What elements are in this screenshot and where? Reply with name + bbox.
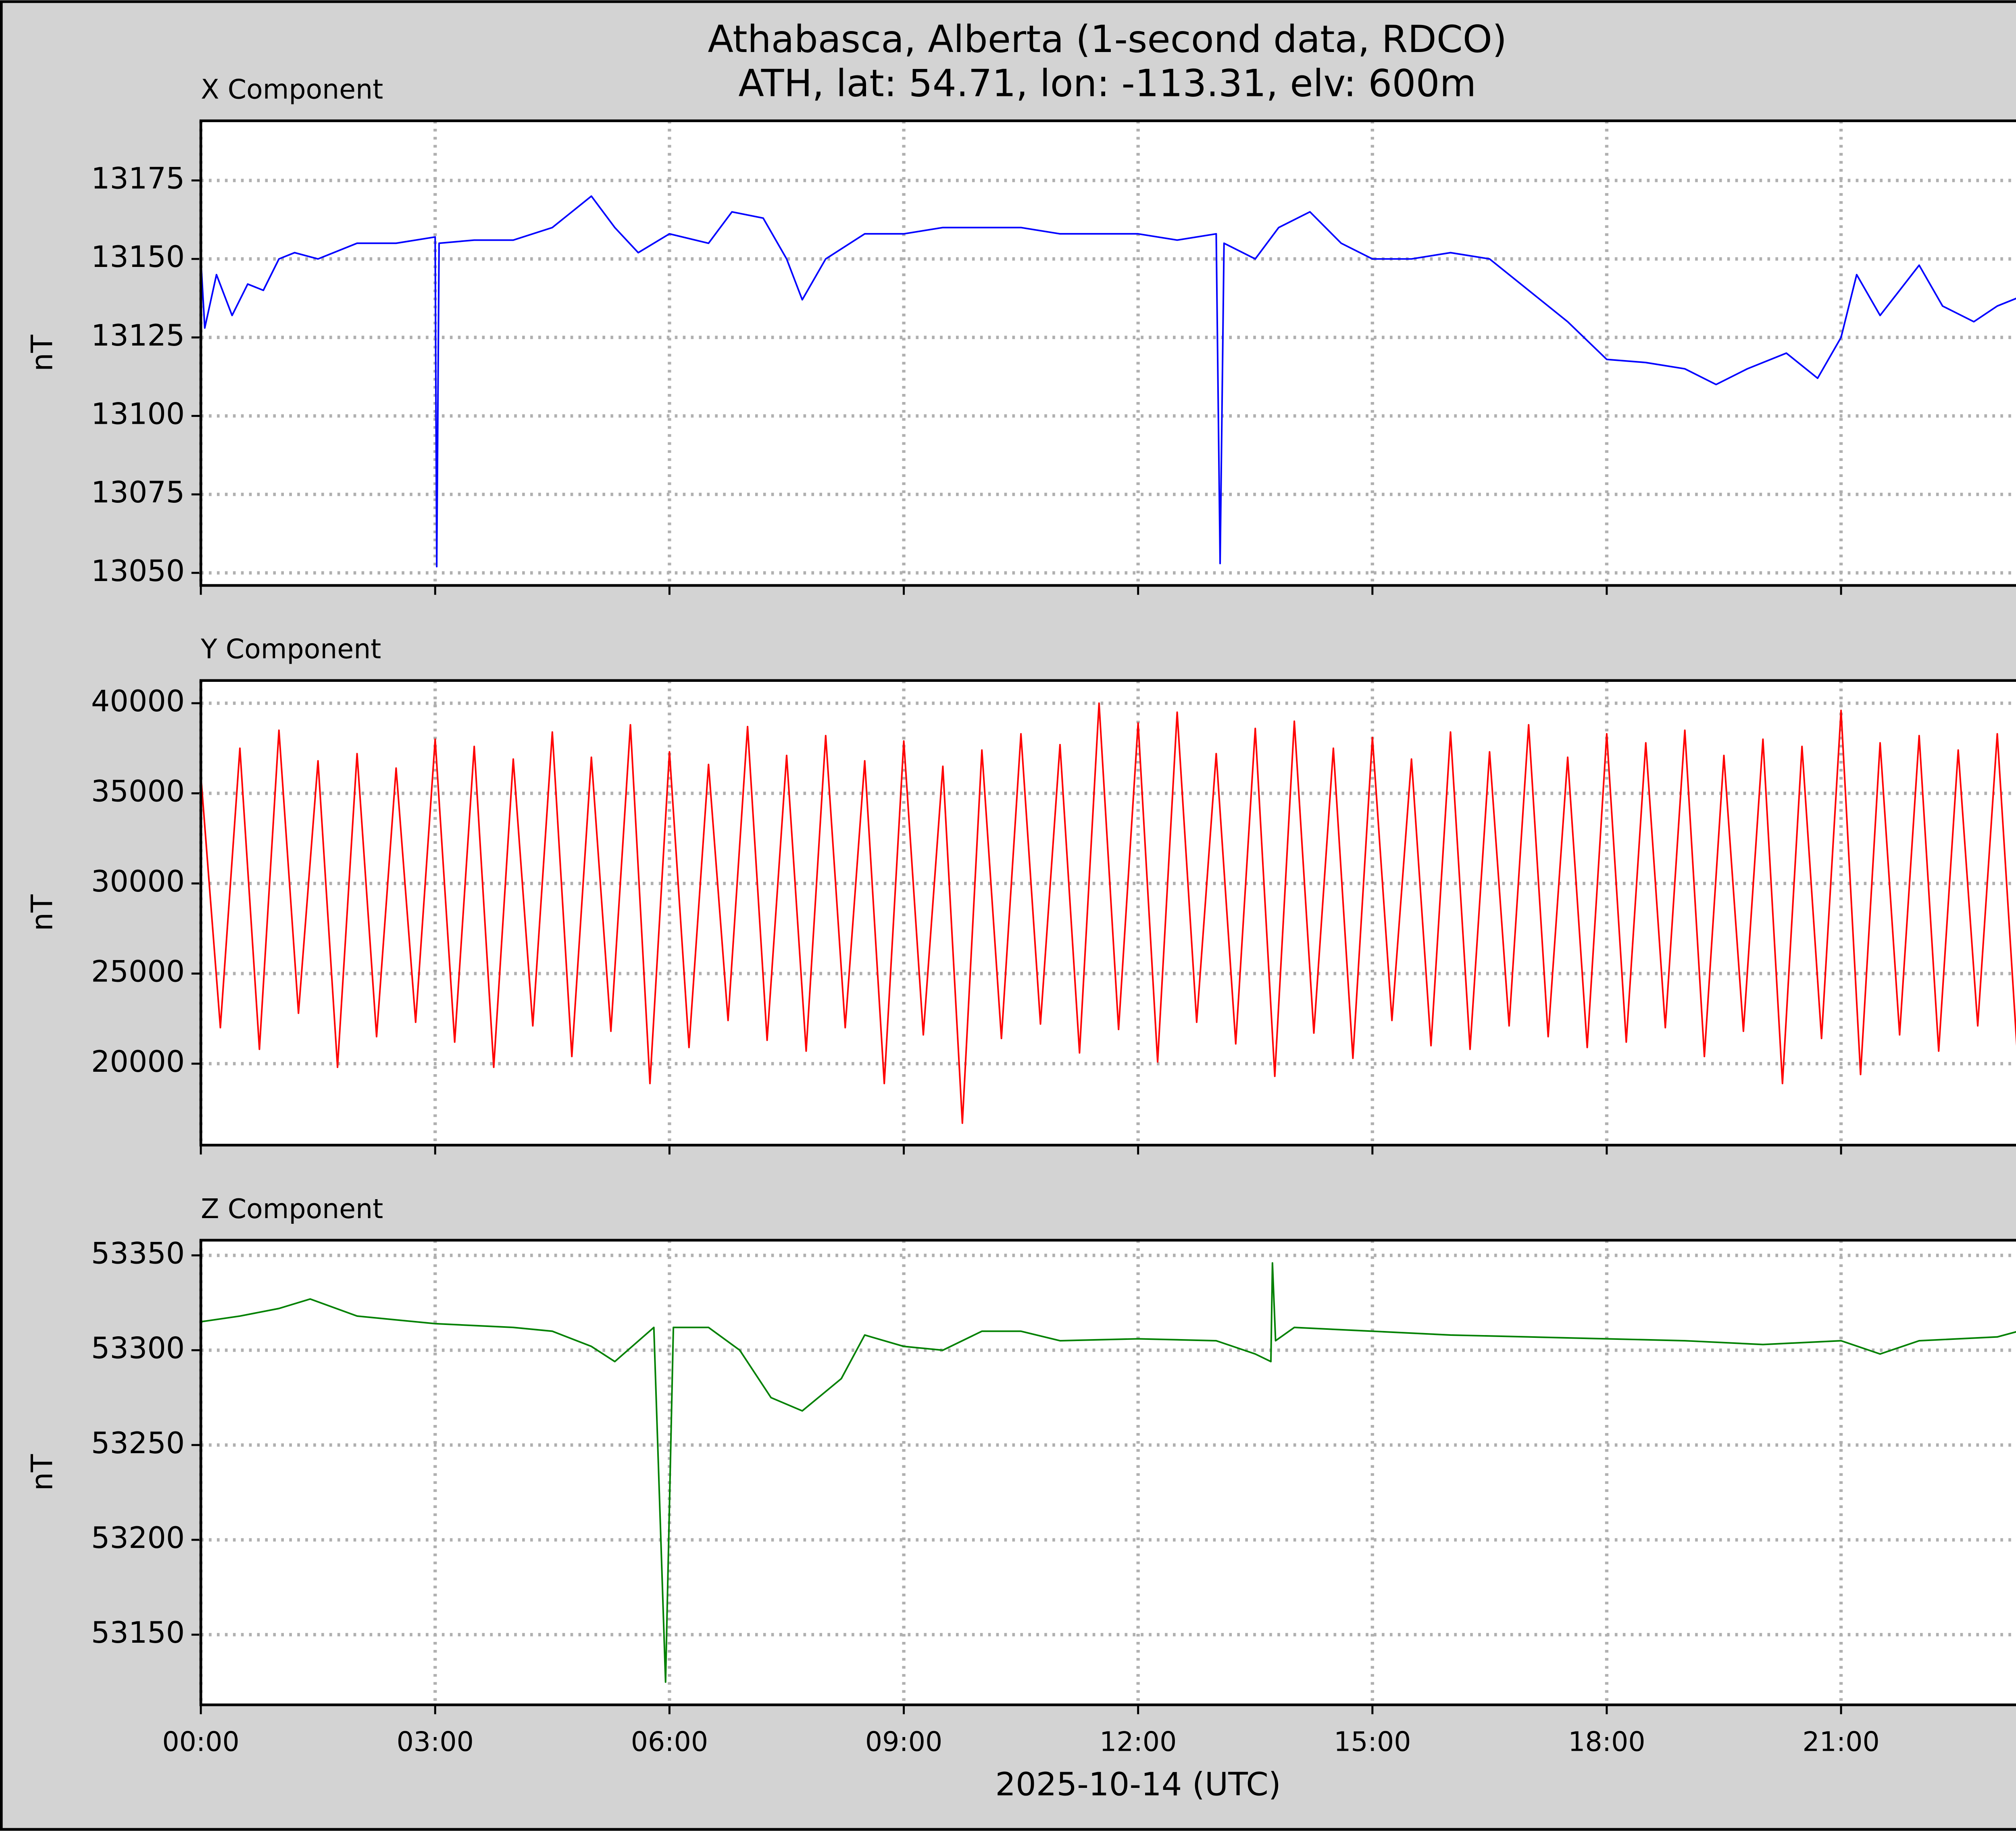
y-tick-label: 13050 (91, 554, 185, 588)
y-tick-label: 13150 (91, 240, 185, 274)
x-tick-label: 03:00 (397, 1726, 474, 1757)
y-tick-label: 13075 (91, 475, 185, 510)
data-line (200, 702, 2016, 1124)
y-axis-label: nT (25, 335, 60, 371)
plot-frame (199, 679, 2016, 1147)
subplot-title: X Component (201, 74, 383, 105)
y-tick-label: 13125 (91, 319, 185, 353)
data-line (200, 1262, 2016, 1683)
plot-area (201, 680, 2016, 1146)
y-tick-label: 53250 (91, 1426, 185, 1460)
x-tick-label: 15:00 (1334, 1726, 1411, 1757)
y-tick-label: 25000 (91, 955, 185, 989)
plot-frame (199, 119, 2016, 587)
plot-area (201, 1240, 2016, 1705)
x-tick-label: 06:00 (631, 1726, 708, 1757)
y-axis-label: nT (25, 1454, 60, 1491)
y-tick-label: 53150 (91, 1616, 185, 1650)
y-tick-label: 53300 (91, 1331, 185, 1366)
plot-area (201, 121, 2016, 585)
subplot-title: Y Component (200, 633, 381, 665)
y-tick-label: 20000 (91, 1045, 185, 1079)
x-tick-label: 12:00 (1100, 1726, 1177, 1757)
data-line (200, 195, 2016, 568)
y-tick-label: 53200 (91, 1521, 185, 1555)
x-axis-label: 2025-10-14 (UTC) (995, 1766, 1281, 1803)
figure-title: Athabasca, Alberta (1-second data, RDCO) (708, 17, 1507, 61)
x-tick-label: 00:00 (162, 1726, 239, 1757)
subplot-title: Z Component (201, 1193, 383, 1225)
figure-subtitle: ATH, lat: 54.71, lon: -113.31, elv: 600m (738, 62, 1476, 105)
y-tick-label: 13100 (91, 397, 185, 431)
y-tick-label: 35000 (91, 775, 185, 809)
y-tick-label: 53350 (91, 1236, 185, 1271)
y-axis-label: nT (25, 894, 60, 931)
x-tick-label: 21:00 (1802, 1726, 1879, 1757)
x-tick-label: 09:00 (865, 1726, 942, 1757)
plot-frame (199, 1239, 2016, 1706)
x-tick-label: 18:00 (1568, 1726, 1645, 1757)
y-tick-label: 30000 (91, 864, 185, 899)
y-tick-label: 13175 (91, 162, 185, 196)
y-tick-label: 40000 (91, 684, 185, 719)
